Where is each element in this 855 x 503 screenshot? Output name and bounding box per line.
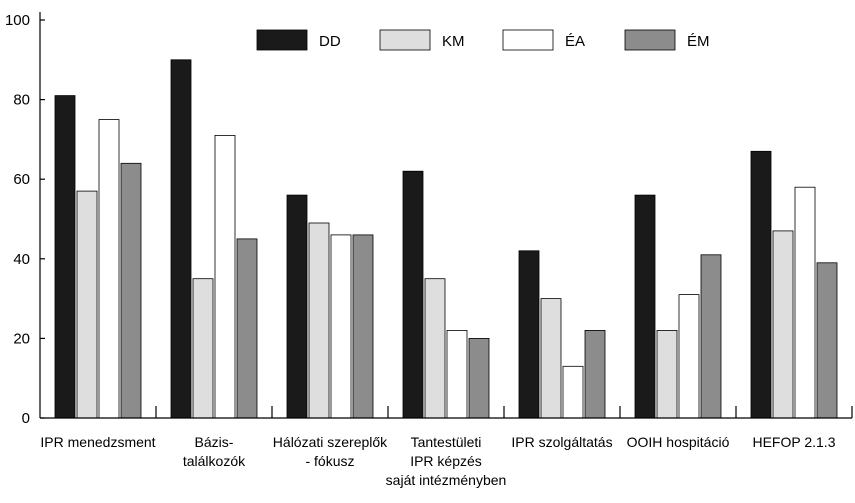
x-label-line: saját intézményben bbox=[386, 472, 507, 488]
bar-km-2 bbox=[192, 278, 214, 419]
bar-em-5 bbox=[584, 329, 606, 419]
bar-em-6 bbox=[700, 254, 722, 419]
bar-em-2 bbox=[236, 238, 258, 419]
legend-label-ea: ÉA bbox=[565, 33, 585, 50]
x-label-line: IPR képzés bbox=[410, 453, 482, 469]
legend-label-km: KM bbox=[442, 33, 465, 50]
axes-group bbox=[39, 12, 853, 419]
bar-dd-7 bbox=[750, 150, 772, 419]
x-label-line: Tantestületi bbox=[411, 434, 482, 450]
legend-swatch-ea bbox=[502, 29, 554, 51]
x-label-line: IPR szolgáltatás bbox=[511, 434, 612, 450]
legend-swatch-em bbox=[624, 29, 676, 51]
legend-swatch-km bbox=[379, 29, 431, 51]
bar-dd-3 bbox=[286, 194, 308, 419]
bar-km-6 bbox=[656, 329, 678, 419]
x-label-line: OOIH hospitáció bbox=[627, 434, 730, 450]
bar-dd-4 bbox=[402, 170, 424, 419]
legend-swatch-dd bbox=[256, 29, 308, 51]
bar-em-3 bbox=[352, 234, 374, 419]
bar-dd-5 bbox=[518, 250, 540, 419]
x-label-1: IPR menedzsment bbox=[40, 434, 155, 450]
bar-km-5 bbox=[540, 298, 562, 419]
x-label-line: Hálózati szereplők bbox=[273, 434, 388, 450]
x-label-line: Bázis- bbox=[195, 434, 234, 450]
x-label-4: Tantestületi IPR képzés saját intézményben bbox=[386, 434, 507, 488]
legend: DD KM ÉA ÉM bbox=[256, 29, 710, 51]
bar-ea-4 bbox=[446, 329, 468, 419]
legend-label-em: ÉM bbox=[687, 33, 710, 50]
x-label-line: - fókusz bbox=[305, 453, 354, 469]
x-label-2: Bázis-találkozók bbox=[183, 434, 246, 469]
bar-dd-6 bbox=[634, 194, 656, 419]
x-label-7: HEFOP 2.1.3 bbox=[752, 434, 835, 450]
bar-em-7 bbox=[816, 262, 838, 419]
bar-km-4 bbox=[424, 278, 446, 419]
y-tick-label-80: 80 bbox=[13, 92, 30, 109]
bar-km-3 bbox=[308, 222, 330, 419]
bar-ea-1 bbox=[98, 119, 120, 419]
x-labels-group: IPR menedzsment Bázis-találkozók Hálózati … bbox=[40, 434, 835, 488]
x-label-3: Hálózati szereplők - fókusz bbox=[273, 434, 388, 469]
bar-ea-7 bbox=[794, 186, 816, 419]
y-tick-label-0: 0 bbox=[22, 410, 30, 427]
bars-group bbox=[54, 59, 838, 419]
y-tick-label-60: 60 bbox=[13, 171, 30, 188]
y-tick-label-20: 20 bbox=[13, 330, 30, 347]
y-tick-label-40: 40 bbox=[13, 251, 30, 268]
x-label-line: találkozók bbox=[183, 453, 246, 469]
x-label-line: HEFOP 2.1.3 bbox=[752, 434, 835, 450]
bar-km-7 bbox=[772, 230, 794, 419]
bar-dd-2 bbox=[170, 59, 192, 419]
x-label-6: OOIH hospitáció bbox=[627, 434, 730, 450]
bar-em-4 bbox=[468, 337, 490, 419]
x-label-line: IPR menedzsment bbox=[40, 434, 155, 450]
bar-ea-5 bbox=[562, 365, 584, 419]
y-ticks-group: 0 20 40 60 80 100 bbox=[5, 12, 45, 427]
legend-label-dd: DD bbox=[319, 33, 341, 50]
bar-dd-1 bbox=[54, 95, 76, 419]
bar-ea-3 bbox=[330, 234, 352, 419]
y-tick-label-100: 100 bbox=[5, 12, 30, 29]
bar-em-1 bbox=[120, 162, 142, 419]
x-label-5: IPR szolgáltatás bbox=[511, 434, 612, 450]
bar-ea-2 bbox=[214, 134, 236, 419]
bar-km-1 bbox=[76, 190, 98, 419]
bar-ea-6 bbox=[678, 294, 700, 419]
